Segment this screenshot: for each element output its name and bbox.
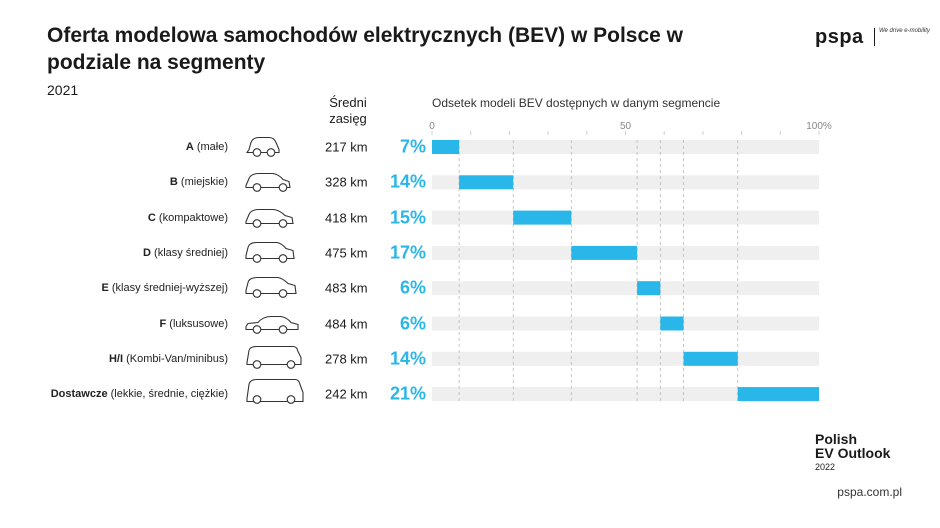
large-suv-icon [243,273,307,304]
ev-outlook-logo: Polish EV Outlook [815,432,890,460]
segment-label: D (klasy średniej) [143,247,228,259]
suv-icon [243,237,307,268]
ev-outlook-year: 2022 [815,462,836,472]
small-car-icon [243,132,307,163]
bar [683,351,738,366]
segment-description: (Kombi-Van/minibus) [123,352,228,365]
footer-url[interactable]: pspa.com.pl [837,485,902,499]
logo-tagline: We drive e-mobility [879,28,930,34]
segment-description: (małe) [193,141,228,153]
logo-divider [874,28,875,46]
segment-label: A (małe) [186,141,228,153]
delivery-van-icon [243,379,307,410]
segment-code: F [159,317,167,330]
segment-code: C [147,211,156,224]
bar [571,245,638,260]
bar [737,387,819,402]
chart-year: 2021 [47,82,79,98]
segment-code: Dostawcze [50,388,108,401]
bar-track [432,387,819,402]
percentage-label: 17% [389,242,426,263]
ev-outlook-line2: EV Outlook [815,445,891,461]
segment-description: (kompaktowe) [155,211,228,224]
percentage-label: 21% [389,383,426,404]
segment-code: D [143,246,151,259]
minivan-icon [243,343,307,374]
compact-car-icon [243,202,307,233]
percentage-label: 6% [399,313,426,333]
bar [660,316,684,331]
percentage-label: 6% [399,277,426,298]
range-value: 484 km [325,316,368,331]
bar-track [432,175,819,190]
share-column-header: Odsetek modeli BEV dostępnych w danym se… [432,96,721,110]
ev-outlook-line1: Polish [815,431,858,447]
bar-track [432,140,819,154]
range-column-header: Średni zasięg [329,95,367,126]
bar-track [432,281,819,296]
x-tick-label: 0 [429,121,435,132]
percentage-label: 15% [389,207,426,228]
percentage-label: 7% [399,136,426,157]
segment-label: H/I (Kombi-Van/minibus) [109,353,228,365]
segment-code: H/I [108,352,124,365]
range-value: 217 km [325,139,368,155]
pspa-logo: pspa [815,26,864,48]
segment-description: (luksusowe) [166,317,228,330]
luxury-sedan-icon [243,308,307,339]
bar [432,140,460,154]
range-value: 242 km [325,386,368,402]
bar [513,210,572,225]
range-value: 278 km [325,351,368,367]
x-tick-label: 50 [619,121,632,132]
hatchback-icon [243,167,307,198]
chart-title: Oferta modelowa samochodów elektrycznych… [47,24,684,74]
range-value: 483 km [325,280,368,296]
segment-label: Dostawcze (lekkie, średnie, ciężkie) [51,388,228,400]
segment-code: B [169,176,178,189]
segment-label: F (luksusowe) [160,318,228,330]
segment-code: A [185,141,194,153]
range-value: 328 km [325,174,368,190]
segment-label: C (kompaktowe) [148,212,228,224]
bar [637,281,661,296]
segment-description: (lekkie, średnie, ciężkie) [107,388,228,401]
segment-description: (miejskie) [177,176,228,189]
range-value: 475 km [325,245,368,261]
percentage-label: 14% [389,348,426,369]
segment-code: E [101,282,109,295]
segment-label: B (miejskie) [170,176,228,188]
range-value: 418 km [325,210,368,226]
bar-track [432,316,819,331]
segment-description: (klasy średniej) [150,246,228,259]
percentage-label: 14% [389,171,426,192]
bar [459,175,514,190]
bar-track [432,351,819,366]
segment-description: (klasy średniej-wyższej) [108,282,228,295]
segment-label: E (klasy średniej-wyższej) [101,282,228,294]
x-tick-label: 100% [806,121,832,132]
bar-track [432,210,819,225]
